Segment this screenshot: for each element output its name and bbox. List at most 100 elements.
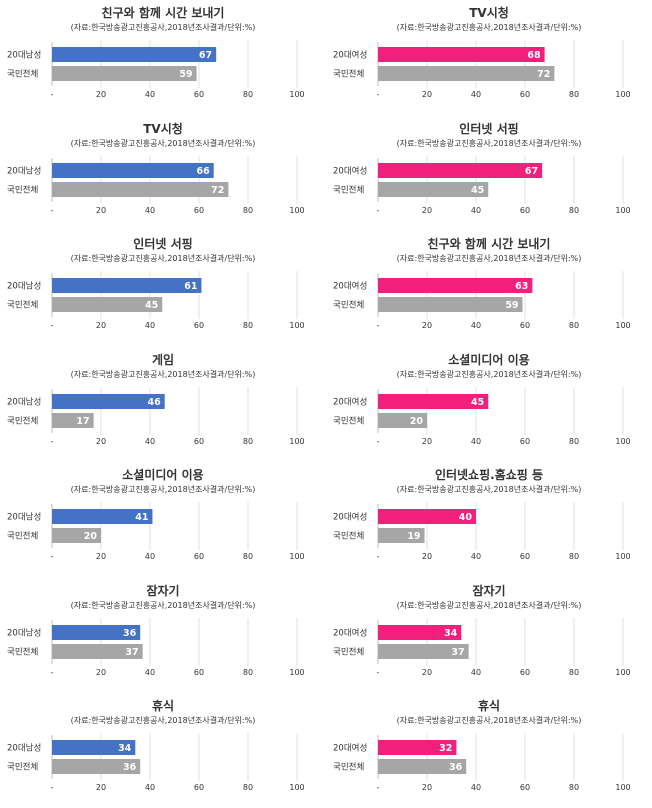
data-label: 19 [407, 531, 420, 542]
category-label: 국민전체 [333, 184, 364, 195]
x-tick-label: 80 [569, 321, 579, 330]
x-tick-label: 100 [615, 783, 630, 792]
chart-title: TV시청 [469, 6, 509, 20]
x-tick-label: 100 [289, 206, 304, 215]
data-label: 36 [449, 762, 463, 773]
chart-panel: 인터넷 서핑 (자료:한국방송광고진흥공사,2018년조사결과/단위:%) - 20 4… [0, 231, 326, 346]
bar [378, 66, 555, 81]
data-label: 61 [184, 281, 197, 292]
source-note: (자료:한국방송광고진흥공사,2018년조사결과/단위:%) [70, 138, 256, 148]
x-tick-label: 100 [289, 552, 304, 561]
data-label: 66 [196, 166, 210, 177]
category-label: 20대남성 [7, 397, 41, 407]
bar [378, 47, 545, 62]
x-tick-label: - [51, 783, 54, 792]
x-tick-label: 20 [422, 321, 432, 330]
data-label: 20 [410, 416, 424, 427]
x-tick-label: - [51, 437, 54, 446]
bar [52, 162, 214, 178]
data-label: 34 [118, 743, 132, 754]
x-tick-label: 60 [520, 552, 530, 561]
chart-title: 인터넷쇼핑.홈쇼핑 등 [434, 468, 544, 482]
category-label: 국민전체 [333, 69, 364, 80]
bar [52, 759, 141, 774]
bar [378, 181, 489, 197]
category-label: 20대여성 [333, 512, 367, 523]
x-tick-label: 60 [520, 206, 530, 215]
x-tick-label: 20 [96, 783, 106, 792]
category-label: 20대남성 [7, 513, 41, 523]
bar [378, 278, 533, 293]
data-label: 68 [527, 50, 541, 61]
chart-panel: 소셜미디어 이용 (자료:한국방송광고진흥공사,2018년조사결과/단위:%) - 2… [0, 462, 326, 577]
category-label: 20대남성 [7, 628, 41, 638]
x-tick-label: 40 [471, 90, 481, 99]
data-label: 63 [515, 281, 528, 292]
x-tick-label: 60 [520, 668, 530, 677]
x-tick-label: 40 [145, 321, 155, 330]
x-tick-label: - [377, 552, 380, 561]
category-label: 국민전체 [333, 300, 364, 311]
x-tick-label: 100 [615, 437, 630, 446]
source-note: (자료:한국방송광고진흥공사,2018년조사결과/단위:%) [70, 369, 256, 379]
x-tick-label: 100 [289, 437, 304, 446]
source-note: (자료:한국방송광고진흥공사,2018년조사결과/단위:%) [396, 138, 582, 148]
bar-chart: - 20 40 60 80 100 20대남성 41 국민전체 20 [7, 502, 305, 561]
bar-chart: - 20 40 60 80 100 20대여성 40 국민전체 19 [333, 502, 631, 561]
x-tick-label: 20 [96, 90, 106, 99]
category-label: 20대남성 [7, 282, 41, 292]
category-label: 20대남성 [7, 51, 41, 61]
category-label: 20대남성 [7, 166, 41, 176]
x-tick-label: 100 [615, 90, 630, 99]
category-label: 국민전체 [7, 184, 38, 195]
chart-title: 인터넷 서핑 [133, 237, 193, 251]
chart-panel: 소셜미디어 이용 (자료:한국방송광고진흥공사,2018년조사결과/단위:%) - 2… [326, 347, 652, 462]
x-tick-label: 60 [520, 783, 530, 792]
data-label: 17 [76, 416, 89, 427]
data-label: 37 [125, 647, 138, 658]
x-tick-label: 60 [194, 206, 204, 215]
x-tick-label: 100 [615, 668, 630, 677]
category-label: 20대여성 [333, 50, 367, 61]
bar [378, 740, 457, 755]
data-label: 45 [471, 397, 484, 408]
x-tick-label: 40 [145, 668, 155, 677]
category-label: 20대여성 [333, 743, 367, 754]
x-tick-label: - [377, 90, 380, 99]
data-label: 45 [145, 300, 158, 311]
chart-title: 친구와 함께 시간 보내기 [427, 237, 551, 251]
x-tick-label: 20 [96, 206, 106, 215]
data-label: 72 [211, 185, 224, 196]
x-tick-label: 40 [145, 552, 155, 561]
x-tick-label: 20 [422, 552, 432, 561]
bar [52, 509, 153, 524]
bar-chart: - 20 40 60 80 100 20대여성 45 국민전체 20 [333, 386, 631, 446]
bar [378, 528, 425, 543]
x-tick-label: 100 [615, 552, 630, 561]
x-tick-label: 60 [520, 321, 530, 330]
x-tick-label: 20 [422, 90, 432, 99]
chart-panel: 게임 (자료:한국방송광고진흥공사,2018년조사결과/단위:%) - 20 40 60 8… [0, 347, 326, 462]
x-tick-label: 60 [194, 437, 204, 446]
data-label: 41 [135, 512, 148, 523]
x-tick-label: 80 [569, 206, 579, 215]
source-note: (자료:한국방송광고진흥공사,2018년조사결과/단위:%) [396, 254, 582, 263]
bar [378, 624, 462, 640]
x-tick-label: - [377, 668, 380, 677]
x-tick-label: 100 [289, 90, 304, 99]
x-tick-label: 80 [569, 668, 579, 677]
x-tick-label: 80 [569, 552, 579, 561]
x-tick-label: 40 [471, 552, 481, 561]
x-tick-label: 20 [96, 321, 106, 330]
source-note: (자료:한국방송광고진흥공사,2018년조사결과/단위:%) [70, 600, 256, 610]
category-label: 20대여성 [333, 396, 367, 407]
source-note: (자료:한국방송광고진흥공사,2018년조사결과/단위:%) [396, 716, 582, 725]
category-label: 국민전체 [333, 415, 364, 426]
bar-chart: - 20 40 60 80 100 20대여성 32 국민전체 36 [333, 733, 631, 792]
data-label: 59 [505, 300, 518, 311]
x-tick-label: 80 [569, 90, 579, 99]
x-tick-label: 80 [243, 90, 253, 99]
data-label: 59 [179, 69, 192, 80]
data-label: 34 [444, 628, 458, 639]
